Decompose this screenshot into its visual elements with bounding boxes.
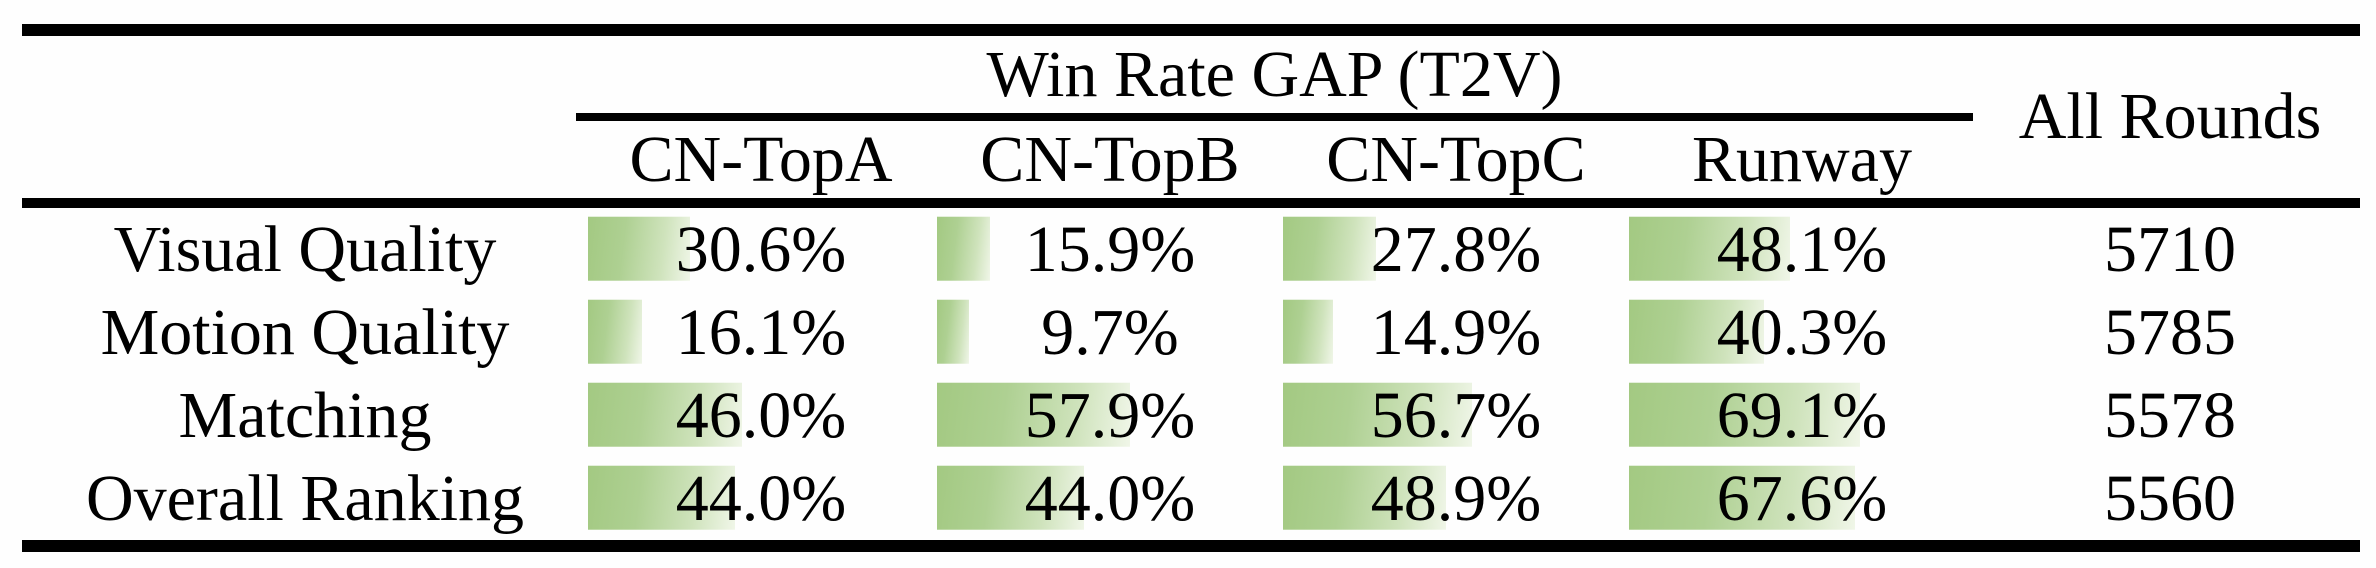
win-rate-cell: 44.0% [937,457,1283,540]
all-rounds-value: 5710 [2104,212,2236,286]
metric-label: Visual Quality [113,212,497,286]
win-rate-bar [588,465,735,530]
win-rate-cell: 48.1% [1629,208,1975,291]
win-rate-cell: 56.7% [1283,374,1629,457]
win-rate-bar [937,299,969,364]
win-rate-bar [1629,465,1855,530]
win-rate-value: 56.7% [1370,378,1542,452]
win-rate-cell: 67.6% [1629,457,1975,540]
win-rate-bar [1283,382,1472,447]
win-rate-cell: 69.1% [1629,374,1975,457]
all-rounds-value: 5578 [2104,378,2236,452]
win-rate-cell: 14.9% [1283,291,1629,374]
metric-label: Overall Ranking [85,461,525,535]
win-rate-value: 46.0% [675,378,847,452]
win-rate-cell: 27.8% [1283,208,1629,291]
title-underline-rule [576,113,1973,121]
win-rate-cell: 44.0% [588,457,934,540]
win-rate-value: 44.0% [1024,461,1196,535]
column-header-cn-topb: CN-TopB [980,122,1240,196]
win-rate-value: 15.9% [1024,212,1196,286]
win-rate-value: 44.0% [675,461,847,535]
win-rate-bar [937,465,1084,530]
win-rate-bar [1629,216,1790,281]
column-header-cn-topa: CN-TopA [629,122,893,196]
win-rate-value: 40.3% [1716,295,1888,369]
win-rate-bar [588,299,642,364]
win-rate-cell: 40.3% [1629,291,1975,374]
win-rate-bar [1283,299,1333,364]
win-rate-value: 9.7% [1041,295,1179,369]
win-rate-value: 27.8% [1370,212,1542,286]
win-rate-cell: 46.0% [588,374,934,457]
win-rate-cell: 57.9% [937,374,1283,457]
win-rate-cell: 16.1% [588,291,934,374]
win-rate-value: 67.6% [1716,461,1888,535]
header-separator-rule [22,198,2360,208]
win-rate-value: 30.6% [675,212,847,286]
win-rate-value: 48.9% [1370,461,1542,535]
all-rounds-value: 5560 [2104,461,2236,535]
win-rate-bar [588,382,742,447]
win-rate-bar [937,216,990,281]
table-top-rule [22,24,2360,36]
win-rate-bar [937,382,1130,447]
win-rate-value: 16.1% [675,295,847,369]
win-rate-cell: 9.7% [937,291,1283,374]
win-rate-bar [1629,299,1764,364]
all-rounds-value: 5785 [2104,295,2236,369]
win-rate-bar [1283,216,1376,281]
metric-label: Motion Quality [100,295,510,369]
table-title: Win Rate GAP (T2V) [986,37,1563,111]
win-rate-cell: 48.9% [1283,457,1629,540]
win-rate-value: 57.9% [1024,378,1196,452]
win-rate-bar [588,216,690,281]
win-rate-cell: 15.9% [937,208,1283,291]
win-rate-value: 14.9% [1370,295,1542,369]
win-rate-cell: 30.6% [588,208,934,291]
win-rate-bar [1629,382,1860,447]
column-header-cn-topc: CN-TopC [1326,122,1586,196]
win-rate-bar [1283,465,1446,530]
all-rounds-header: All Rounds [2018,80,2322,153]
column-header-runway: Runway [1692,122,1912,196]
win-rate-value: 48.1% [1716,212,1888,286]
win-rate-value: 69.1% [1716,378,1888,452]
table-bottom-rule [22,540,2360,552]
metric-label: Matching [178,378,432,452]
